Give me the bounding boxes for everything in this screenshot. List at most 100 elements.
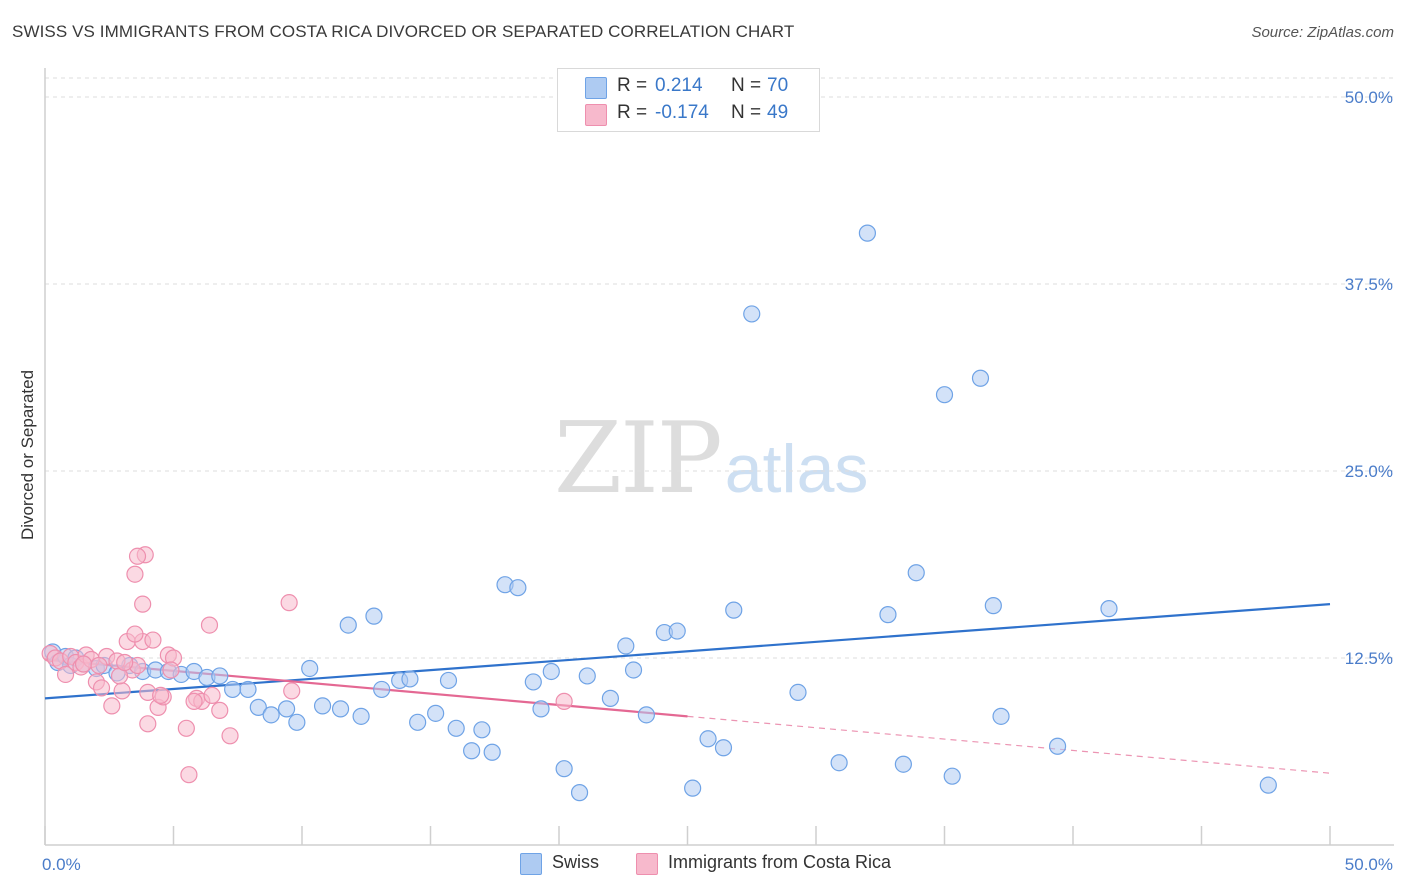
swiss-point: [637, 706, 655, 724]
swiss-point: [789, 683, 807, 702]
swiss-point: [373, 680, 391, 699]
costa-rica-point: [177, 719, 195, 737]
source-credit: Source: ZipAtlas.com: [1251, 24, 1394, 41]
swiss-point: [725, 601, 743, 619]
swiss-point: [473, 721, 491, 739]
swiss-point: [542, 662, 560, 681]
legend-swatch-swiss: [585, 77, 607, 99]
swiss-point: [532, 700, 550, 718]
n-value: 70: [767, 75, 789, 96]
swiss-point: [943, 767, 961, 785]
swiss-point: [984, 597, 1002, 615]
swiss-point: [262, 706, 280, 724]
swiss-point: [617, 637, 635, 655]
swiss-point: [1048, 737, 1067, 755]
swiss-point: [971, 369, 990, 387]
costa-rica-point: [113, 682, 131, 700]
y-tick-label: 50.0%: [1345, 88, 1393, 107]
n-value: 49: [767, 102, 789, 123]
swiss-point: [211, 667, 229, 685]
costa-rica-point: [283, 682, 301, 700]
costa-rica-point: [211, 701, 229, 719]
swiss-point: [301, 659, 319, 678]
r-label: R =: [617, 75, 648, 96]
swiss-point: [439, 671, 458, 690]
swiss-point: [1100, 600, 1118, 618]
n-label: N =: [731, 75, 762, 96]
chart-title: SWISS VS IMMIGRANTS FROM COSTA RICA DIVO…: [12, 22, 795, 41]
costa-rica-point: [162, 661, 180, 679]
costa-rica-point: [126, 565, 144, 583]
costa-rica-point: [203, 686, 221, 705]
costa-rica-point: [200, 616, 219, 634]
costa-rica-point: [555, 692, 573, 710]
correlation-legend: R = 0.214 N = 70 R = -0.174 N = 49: [557, 68, 820, 132]
r-value: 0.214: [655, 75, 703, 96]
swiss-point: [578, 667, 596, 685]
swiss-point: [483, 743, 501, 761]
y-tick-label: 37.5%: [1345, 275, 1393, 294]
costa-rica-trend-line-extension: [687, 715, 1331, 774]
swiss-point: [743, 305, 761, 323]
data-points: [41, 224, 1277, 802]
swiss-point: [365, 607, 383, 625]
costa-rica-point: [152, 686, 170, 705]
costa-rica-point: [128, 547, 147, 565]
swiss-point: [555, 760, 573, 778]
r-label: R =: [617, 102, 648, 123]
swiss-point: [714, 739, 733, 757]
costa-rica-point: [280, 594, 298, 612]
costa-rica-point: [116, 653, 134, 672]
costa-rica-point: [90, 656, 108, 675]
n-label: N =: [731, 102, 762, 123]
costa-rica-point: [56, 665, 75, 684]
costa-rica-point: [126, 625, 144, 643]
swiss-point: [992, 707, 1010, 725]
swiss-point: [830, 754, 848, 772]
legend-swatch-costa-rica: [636, 853, 658, 875]
costa-rica-point: [144, 631, 162, 649]
costa-rica-point: [221, 727, 239, 745]
swiss-point: [409, 713, 427, 731]
swiss-point: [699, 730, 717, 748]
swiss-point: [463, 742, 481, 760]
swiss-point: [427, 704, 445, 722]
gridlines: [45, 77, 1394, 659]
swiss-point: [935, 386, 954, 404]
swiss-point: [331, 700, 350, 718]
swiss-point: [894, 755, 912, 773]
swiss-point: [684, 779, 702, 797]
costa-rica-point: [185, 692, 203, 710]
x-tick-label: 50.0%: [1345, 855, 1393, 874]
costa-rica-point: [180, 766, 198, 784]
legend-label-swiss: Swiss: [552, 852, 600, 872]
y-tick-label: 25.0%: [1345, 462, 1393, 481]
swiss-point: [858, 224, 877, 242]
swiss-point: [570, 784, 589, 802]
swiss-trend-line: [44, 603, 1331, 700]
x-tick-label: 0.0%: [42, 855, 81, 874]
swiss-point: [601, 689, 620, 707]
swiss-point: [288, 713, 306, 731]
axes: [44, 68, 1394, 846]
swiss-point: [401, 670, 419, 688]
swiss-point: [277, 700, 296, 718]
legend-swatch-swiss: [520, 853, 542, 875]
swiss-point: [339, 616, 357, 634]
y-tick-label: 12.5%: [1345, 649, 1393, 668]
swiss-point: [668, 622, 686, 640]
swiss-point: [313, 697, 332, 715]
costa-rica-point: [103, 697, 121, 715]
r-value: -0.174: [655, 102, 709, 123]
swiss-point: [509, 579, 527, 597]
costa-rica-point: [139, 715, 157, 733]
legend-swatch-costa-rica: [585, 104, 607, 126]
swiss-point: [907, 564, 925, 582]
swiss-point: [879, 606, 897, 624]
swiss-point: [624, 661, 643, 679]
costa-rica-point: [74, 655, 93, 673]
swiss-point: [239, 680, 257, 699]
costa-rica-point: [92, 679, 111, 697]
swiss-point: [1259, 776, 1277, 794]
